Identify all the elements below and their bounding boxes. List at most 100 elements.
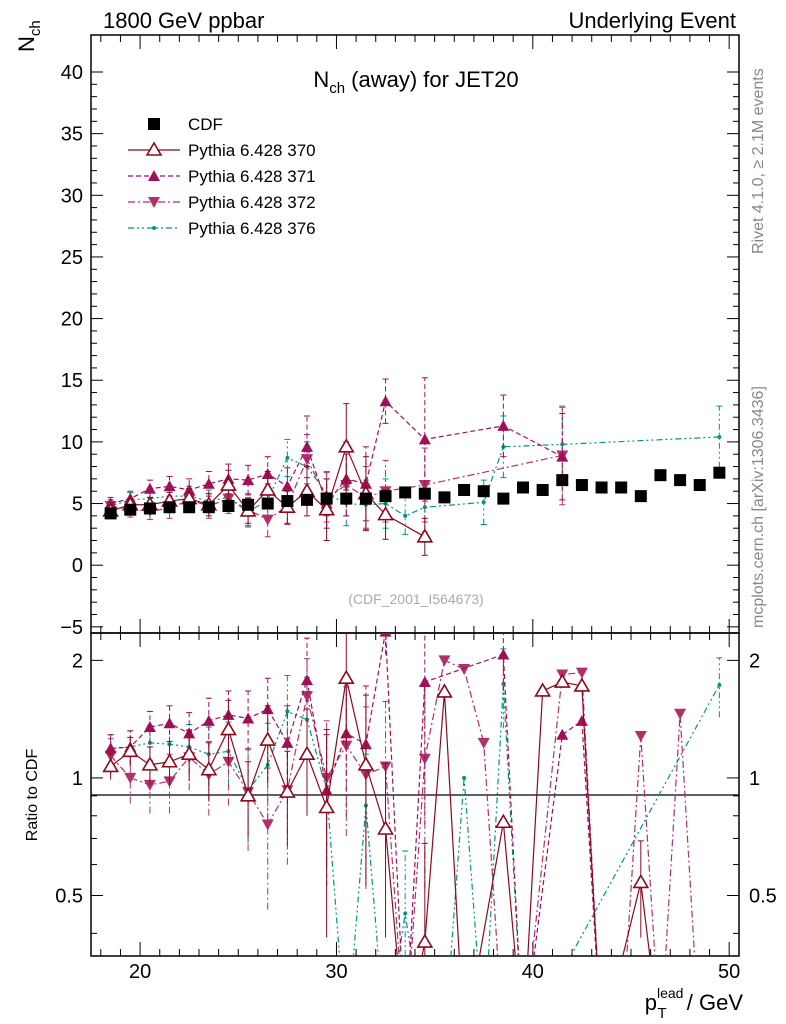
data-point [180, 745, 198, 761]
data-point [462, 775, 467, 780]
data-point [418, 433, 431, 445]
legend-label: Pythia 6.428 372 [188, 193, 316, 212]
data-point [477, 485, 490, 498]
data-point [717, 434, 722, 439]
series-line [110, 445, 426, 538]
series-line [110, 436, 720, 517]
data-point [357, 756, 375, 771]
ratio-line [110, 683, 720, 956]
data-point [141, 756, 159, 771]
data-point [556, 450, 569, 462]
y-tick-label: 10 [61, 432, 83, 454]
legend: CDF Pythia 6.428 370 Pythia 6.428 371 Pythi… [128, 115, 316, 238]
legend-item: Pythia 6.428 371 [128, 167, 316, 186]
data-point [717, 682, 722, 687]
data-point [494, 813, 512, 829]
y-tick-label: 5 [72, 494, 83, 516]
data-point [497, 419, 510, 431]
data-point [298, 745, 316, 761]
data-point [575, 667, 588, 679]
data-point [183, 501, 196, 514]
legend-label: Pythia 6.428 370 [188, 141, 316, 160]
data-point [259, 481, 277, 496]
y-tick-label: 20 [61, 309, 83, 331]
data-point [497, 648, 510, 660]
data-point [377, 820, 394, 835]
data-point [152, 226, 156, 230]
data-point [220, 476, 237, 491]
data-point [163, 480, 176, 492]
series-line [110, 454, 563, 521]
ratio-panel: 0.5 0.5 1 1 2 2 [55, 632, 777, 957]
legend-item: CDF [148, 115, 223, 134]
data-point [143, 721, 156, 733]
data-point [163, 717, 176, 729]
data-point [416, 933, 434, 948]
x-axis-label-sub: T [657, 1005, 666, 1022]
x-axis-label-sup: lead [657, 985, 683, 1001]
ratio-tick-label: 1 [72, 768, 83, 790]
y-tick-label: 15 [61, 370, 83, 392]
data-point [222, 500, 235, 513]
header-left: 1800 GeV ppbar [103, 8, 264, 33]
title-sub: ch [329, 80, 345, 97]
data-point [674, 474, 687, 487]
data-point [573, 677, 591, 692]
data-point [556, 728, 569, 740]
data-point [200, 761, 218, 776]
ratio-tick-label: 2 [72, 650, 83, 672]
data-point [318, 798, 336, 814]
legend-item: Pythia 6.428 376 [128, 219, 316, 238]
ratio-series-3 [104, 655, 696, 956]
data-point [320, 492, 333, 505]
data-point [301, 691, 313, 703]
data-point [145, 141, 163, 156]
data-point [534, 682, 552, 697]
data-point [416, 528, 434, 543]
data-point [202, 501, 215, 514]
data-point [674, 708, 687, 720]
data-point [359, 492, 372, 505]
y-axis-label-main: N [14, 36, 39, 52]
y-tick-label: 0 [72, 555, 83, 577]
data-point [379, 490, 392, 503]
data-point [399, 486, 412, 499]
y-tick-label: 30 [61, 185, 83, 207]
data-point [536, 483, 549, 496]
ratio-axis-label: Ratio to CDF [24, 749, 41, 842]
x-tick-label: 50 [718, 961, 740, 983]
ratio-tick-label-right: 0.5 [749, 886, 777, 908]
data-point [438, 655, 451, 667]
data-point [403, 513, 408, 518]
y-tick-label: −5 [60, 617, 83, 639]
series-4 [107, 405, 723, 535]
data-point [497, 492, 510, 505]
data-point [436, 683, 453, 698]
chart-title: Nch (away) for JET20 [313, 67, 518, 97]
data-point [124, 503, 137, 516]
data-point [418, 676, 431, 688]
data-point [285, 455, 290, 460]
data-point [458, 664, 471, 676]
data-point [278, 783, 296, 798]
y-axis-label-sub: ch [27, 20, 44, 36]
y-tick-label: 35 [61, 124, 83, 146]
data-point [713, 466, 726, 479]
y-tick-label: 40 [61, 62, 83, 84]
data-point [104, 742, 117, 754]
ratio-line [110, 659, 696, 956]
data-point [340, 492, 353, 505]
data-point [143, 502, 156, 515]
data-point [318, 501, 336, 516]
data-point [104, 507, 117, 520]
data-point [337, 438, 355, 453]
data-point [148, 170, 160, 181]
y-axis-label: Nch [14, 20, 44, 52]
data-point [553, 673, 571, 688]
data-point [259, 731, 277, 746]
data-point [143, 779, 156, 791]
data-point [124, 772, 137, 784]
data-point [281, 495, 294, 508]
x-tick-label: 40 [522, 961, 544, 983]
